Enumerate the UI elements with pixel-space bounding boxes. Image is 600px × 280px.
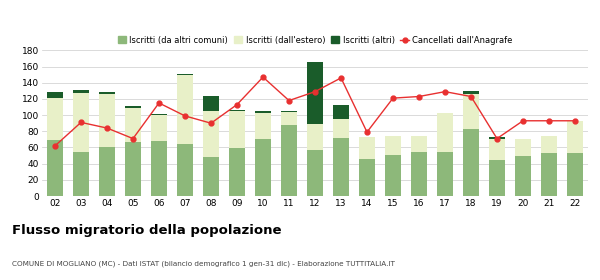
- Legend: Iscritti (da altri comuni), Iscritti (dall'estero), Iscritti (altri), Cancellati: Iscritti (da altri comuni), Iscritti (da…: [118, 36, 512, 45]
- Bar: [307, 62, 323, 124]
- Bar: [332, 138, 349, 196]
- Bar: [281, 112, 298, 125]
- Bar: [385, 155, 401, 196]
- Bar: [463, 129, 479, 196]
- Bar: [125, 106, 142, 108]
- Bar: [307, 124, 323, 150]
- Text: Flusso migratorio della popolazione: Flusso migratorio della popolazione: [12, 224, 281, 237]
- Bar: [203, 96, 220, 111]
- Bar: [98, 92, 115, 94]
- Bar: [488, 160, 505, 196]
- Text: COMUNE DI MOGLIANO (MC) - Dati ISTAT (bilancio demografico 1 gen-31 dic) - Elabo: COMUNE DI MOGLIANO (MC) - Dati ISTAT (bi…: [12, 260, 395, 267]
- Bar: [98, 147, 115, 196]
- Bar: [332, 119, 349, 138]
- Bar: [125, 142, 142, 196]
- Bar: [566, 153, 583, 196]
- Bar: [73, 90, 89, 93]
- Bar: [151, 114, 167, 115]
- Bar: [203, 111, 220, 157]
- Bar: [281, 111, 298, 112]
- Bar: [515, 139, 532, 156]
- Bar: [176, 144, 193, 196]
- Bar: [515, 156, 532, 196]
- Bar: [359, 159, 376, 196]
- Bar: [47, 92, 64, 98]
- Bar: [176, 74, 193, 75]
- Bar: [410, 136, 427, 151]
- Bar: [229, 111, 245, 148]
- Bar: [203, 157, 220, 196]
- Bar: [437, 113, 454, 151]
- Bar: [281, 125, 298, 196]
- Bar: [488, 139, 505, 160]
- Bar: [254, 111, 271, 113]
- Bar: [332, 105, 349, 119]
- Bar: [47, 140, 64, 196]
- Bar: [410, 151, 427, 196]
- Bar: [488, 137, 505, 139]
- Bar: [307, 150, 323, 196]
- Bar: [463, 91, 479, 94]
- Bar: [151, 115, 167, 141]
- Bar: [254, 139, 271, 196]
- Bar: [463, 94, 479, 129]
- Bar: [229, 110, 245, 111]
- Bar: [47, 98, 64, 140]
- Bar: [385, 136, 401, 155]
- Bar: [566, 121, 583, 153]
- Bar: [541, 153, 557, 196]
- Bar: [254, 113, 271, 139]
- Bar: [541, 136, 557, 153]
- Bar: [98, 94, 115, 147]
- Bar: [229, 148, 245, 196]
- Bar: [359, 137, 376, 159]
- Bar: [73, 152, 89, 196]
- Bar: [151, 141, 167, 196]
- Bar: [437, 151, 454, 196]
- Bar: [73, 93, 89, 152]
- Bar: [125, 108, 142, 142]
- Bar: [176, 75, 193, 144]
